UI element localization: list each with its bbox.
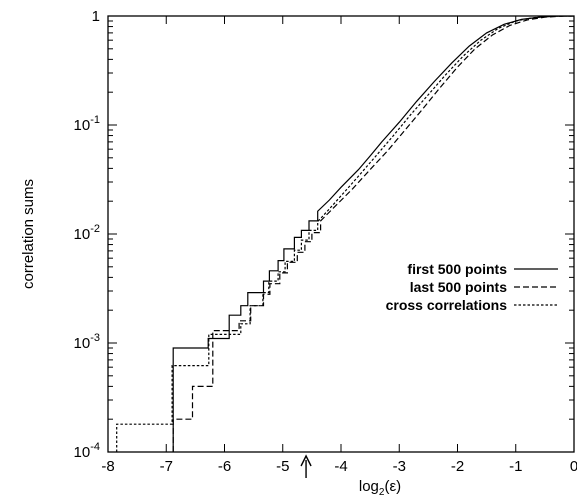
y-tick-label: 10-2 <box>74 223 100 243</box>
y-tick-label: 10-1 <box>74 114 100 134</box>
legend: first 500 points last 500 points cross cor… <box>386 261 558 313</box>
series-line-first-500-points <box>172 16 574 452</box>
x-axis-label-arg: (ε) <box>384 478 401 495</box>
x-axis-label-prefix: log <box>359 478 379 495</box>
legend-label: cross correlations <box>386 297 508 313</box>
y-tick-label-exponent: -3 <box>90 332 100 344</box>
y-axis-label: correlation sums <box>20 179 37 289</box>
x-tick-label: -4 <box>334 458 347 475</box>
x-tick-label: -8 <box>101 458 114 475</box>
series-layer <box>116 16 574 452</box>
y-tick-label: 10-4 <box>74 441 100 461</box>
x-tick-label: -5 <box>276 458 289 475</box>
plot-frame <box>107 15 575 453</box>
x-tick-label: -1 <box>509 458 522 475</box>
annotations-layer <box>300 454 312 478</box>
x-tick-label: -3 <box>393 458 406 475</box>
y-tick-label-base: 10 <box>74 444 91 461</box>
y-tick-label-base: 10 <box>74 335 91 352</box>
ticks-layer: -8 -7 -6 -5 -4 -3 -2 -1 010-410-310-210-11 <box>74 8 577 475</box>
x-tick-label: 0 <box>570 458 577 475</box>
y-tick-label: 1 <box>92 8 100 25</box>
y-tick-label: 10-3 <box>74 332 100 352</box>
x-tick-label: -2 <box>451 458 464 475</box>
arrow-head <box>300 454 312 467</box>
x-axis-label-sub: 2 <box>379 487 385 498</box>
x-axis-label: log2(ε) <box>359 478 401 498</box>
y-tick-label-base: 10 <box>74 117 91 134</box>
y-tick-label-exponent: -1 <box>90 114 100 126</box>
series-line-last-500-points <box>172 16 574 452</box>
y-tick-label-exponent: -2 <box>90 223 100 235</box>
y-tick-label-exponent: -4 <box>90 441 100 453</box>
x-tick-label: -7 <box>160 458 173 475</box>
y-tick-label-base: 10 <box>74 226 91 243</box>
series-line-cross-correlations <box>116 16 574 452</box>
x-tick-label: -6 <box>218 458 231 475</box>
legend-label: first 500 points <box>407 261 507 277</box>
y-tick-label-base: 1 <box>92 8 100 25</box>
legend-label: last 500 points <box>410 279 507 295</box>
